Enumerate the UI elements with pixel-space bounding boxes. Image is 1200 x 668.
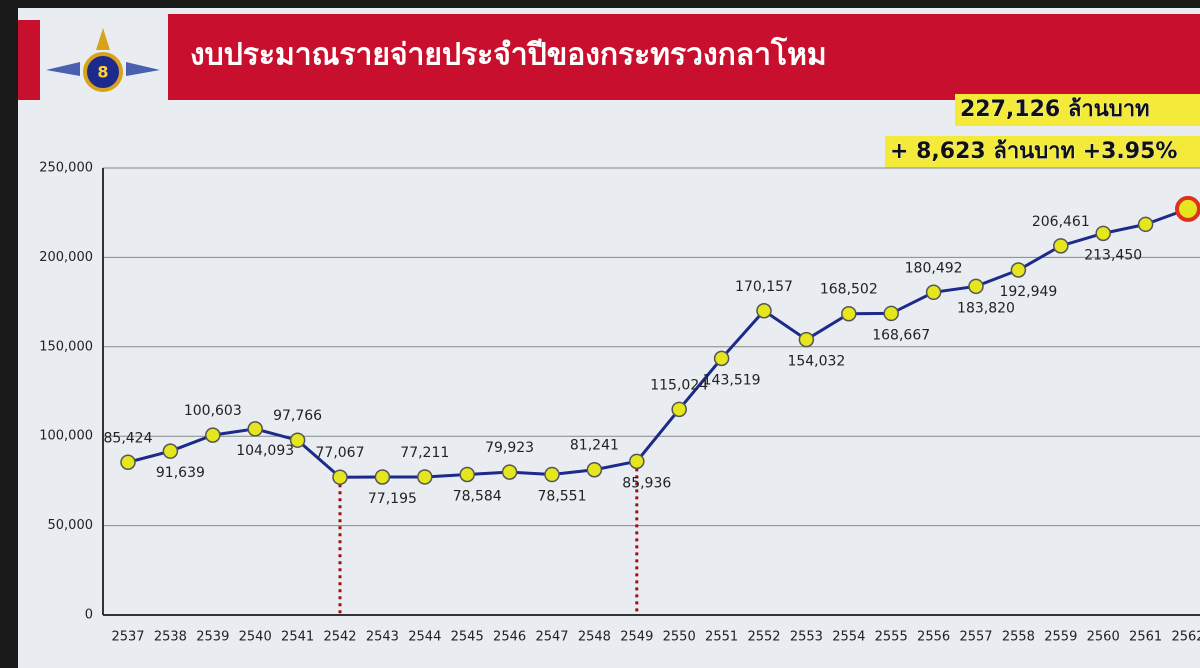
x-tick-label: 2538 bbox=[154, 630, 187, 645]
point bbox=[459, 466, 475, 483]
data-label: 213,450 bbox=[1084, 247, 1142, 263]
data-label: 115,024 bbox=[650, 377, 708, 393]
point bbox=[1095, 225, 1111, 242]
data-label: 154,032 bbox=[787, 354, 845, 370]
left-bar bbox=[18, 20, 40, 100]
annotation-box bbox=[955, 94, 1200, 126]
title-banner bbox=[168, 14, 1200, 100]
x-tick-label: 2552 bbox=[747, 630, 780, 645]
data-label: 78,551 bbox=[538, 489, 587, 505]
point bbox=[713, 350, 730, 367]
point bbox=[501, 464, 518, 480]
x-tick-label: 2537 bbox=[111, 630, 144, 645]
x-tick-label: 2550 bbox=[663, 630, 696, 645]
point bbox=[1010, 262, 1027, 278]
data-label: 85,424 bbox=[104, 430, 153, 446]
data-label: 104,093 bbox=[236, 443, 294, 459]
data-label: 168,502 bbox=[820, 282, 878, 298]
point bbox=[756, 303, 772, 319]
data-label: 78,584 bbox=[453, 488, 502, 504]
x-tick-label: 2539 bbox=[196, 630, 229, 645]
x-tick-label: 2561 bbox=[1129, 630, 1162, 645]
x-tick-label: 2556 bbox=[917, 630, 950, 645]
data-label: 183,820 bbox=[957, 300, 1015, 316]
point bbox=[289, 432, 306, 448]
data-label: 100,603 bbox=[184, 403, 242, 419]
point bbox=[925, 284, 942, 301]
point bbox=[671, 401, 687, 418]
x-tick-label: 2545 bbox=[451, 630, 484, 645]
y-tick-label: 250,000 bbox=[39, 161, 93, 176]
data-label: 206,461 bbox=[1032, 214, 1090, 230]
x-tick-label: 2559 bbox=[1044, 630, 1077, 645]
data-label: 91,639 bbox=[156, 465, 205, 481]
point bbox=[120, 454, 136, 471]
point bbox=[374, 469, 391, 485]
data-label: 143,519 bbox=[703, 372, 761, 388]
data-label: 192,949 bbox=[999, 284, 1057, 300]
data-label: 77,211 bbox=[400, 445, 449, 461]
x-tick-label: 2553 bbox=[790, 630, 823, 645]
y-tick-label: 0 bbox=[85, 608, 93, 623]
data-label: 85,936 bbox=[622, 475, 671, 491]
data-label: 79,923 bbox=[485, 440, 534, 456]
point bbox=[841, 305, 857, 322]
point bbox=[544, 466, 560, 483]
point bbox=[247, 421, 263, 437]
point bbox=[629, 453, 645, 470]
y-tick-label: 100,000 bbox=[39, 429, 93, 444]
point bbox=[417, 469, 433, 485]
x-tick-label: 2547 bbox=[535, 630, 568, 645]
point bbox=[1137, 216, 1154, 233]
data-label: 81,241 bbox=[570, 438, 619, 454]
point bbox=[883, 305, 899, 322]
annotation: 227,126 ล้านบาท bbox=[960, 97, 1150, 122]
point bbox=[586, 461, 603, 478]
x-tick-label: 2557 bbox=[959, 630, 992, 645]
data-label: 77,067 bbox=[316, 445, 365, 461]
data-label: 77,195 bbox=[368, 491, 417, 507]
x-tick-label: 2562 bbox=[1171, 630, 1200, 645]
point bbox=[968, 278, 984, 295]
point bbox=[205, 427, 221, 443]
y-tick-label: 50,000 bbox=[48, 518, 94, 533]
x-tick-label: 2560 bbox=[1087, 630, 1120, 645]
svg-text:8: 8 bbox=[97, 63, 108, 82]
annotation-box bbox=[885, 136, 1200, 168]
data-label: 180,492 bbox=[905, 260, 963, 276]
x-tick-label: 2540 bbox=[239, 630, 272, 645]
logo: 8 bbox=[46, 28, 160, 92]
x-tick-label: 2546 bbox=[493, 630, 526, 645]
x-tick-label: 2549 bbox=[620, 630, 653, 645]
x-tick-label: 2541 bbox=[281, 630, 314, 645]
point bbox=[162, 443, 179, 459]
annotation: + 8,623 ล้านบาท +3.95% bbox=[890, 139, 1177, 164]
x-tick-label: 2543 bbox=[366, 630, 399, 645]
chart-title: งบประมาณรายจ่ายประจำปีของกระทรวงกลาโหม bbox=[190, 36, 827, 73]
x-tick-label: 2542 bbox=[323, 630, 356, 645]
data-label: 97,766 bbox=[273, 408, 322, 424]
point bbox=[1053, 238, 1069, 254]
point bbox=[332, 469, 348, 485]
x-tick-label: 2551 bbox=[705, 630, 738, 645]
point bbox=[1175, 195, 1200, 222]
data-label: 168,667 bbox=[872, 327, 930, 343]
x-tick-label: 2558 bbox=[1002, 630, 1035, 645]
y-tick-label: 200,000 bbox=[39, 250, 93, 265]
point bbox=[798, 331, 815, 348]
x-tick-label: 2554 bbox=[832, 630, 865, 645]
x-tick-label: 2544 bbox=[408, 630, 441, 645]
x-tick-label: 2555 bbox=[875, 630, 908, 645]
y-tick-label: 150,000 bbox=[39, 339, 93, 354]
x-tick-label: 2548 bbox=[578, 630, 611, 645]
data-label: 170,157 bbox=[735, 279, 793, 295]
